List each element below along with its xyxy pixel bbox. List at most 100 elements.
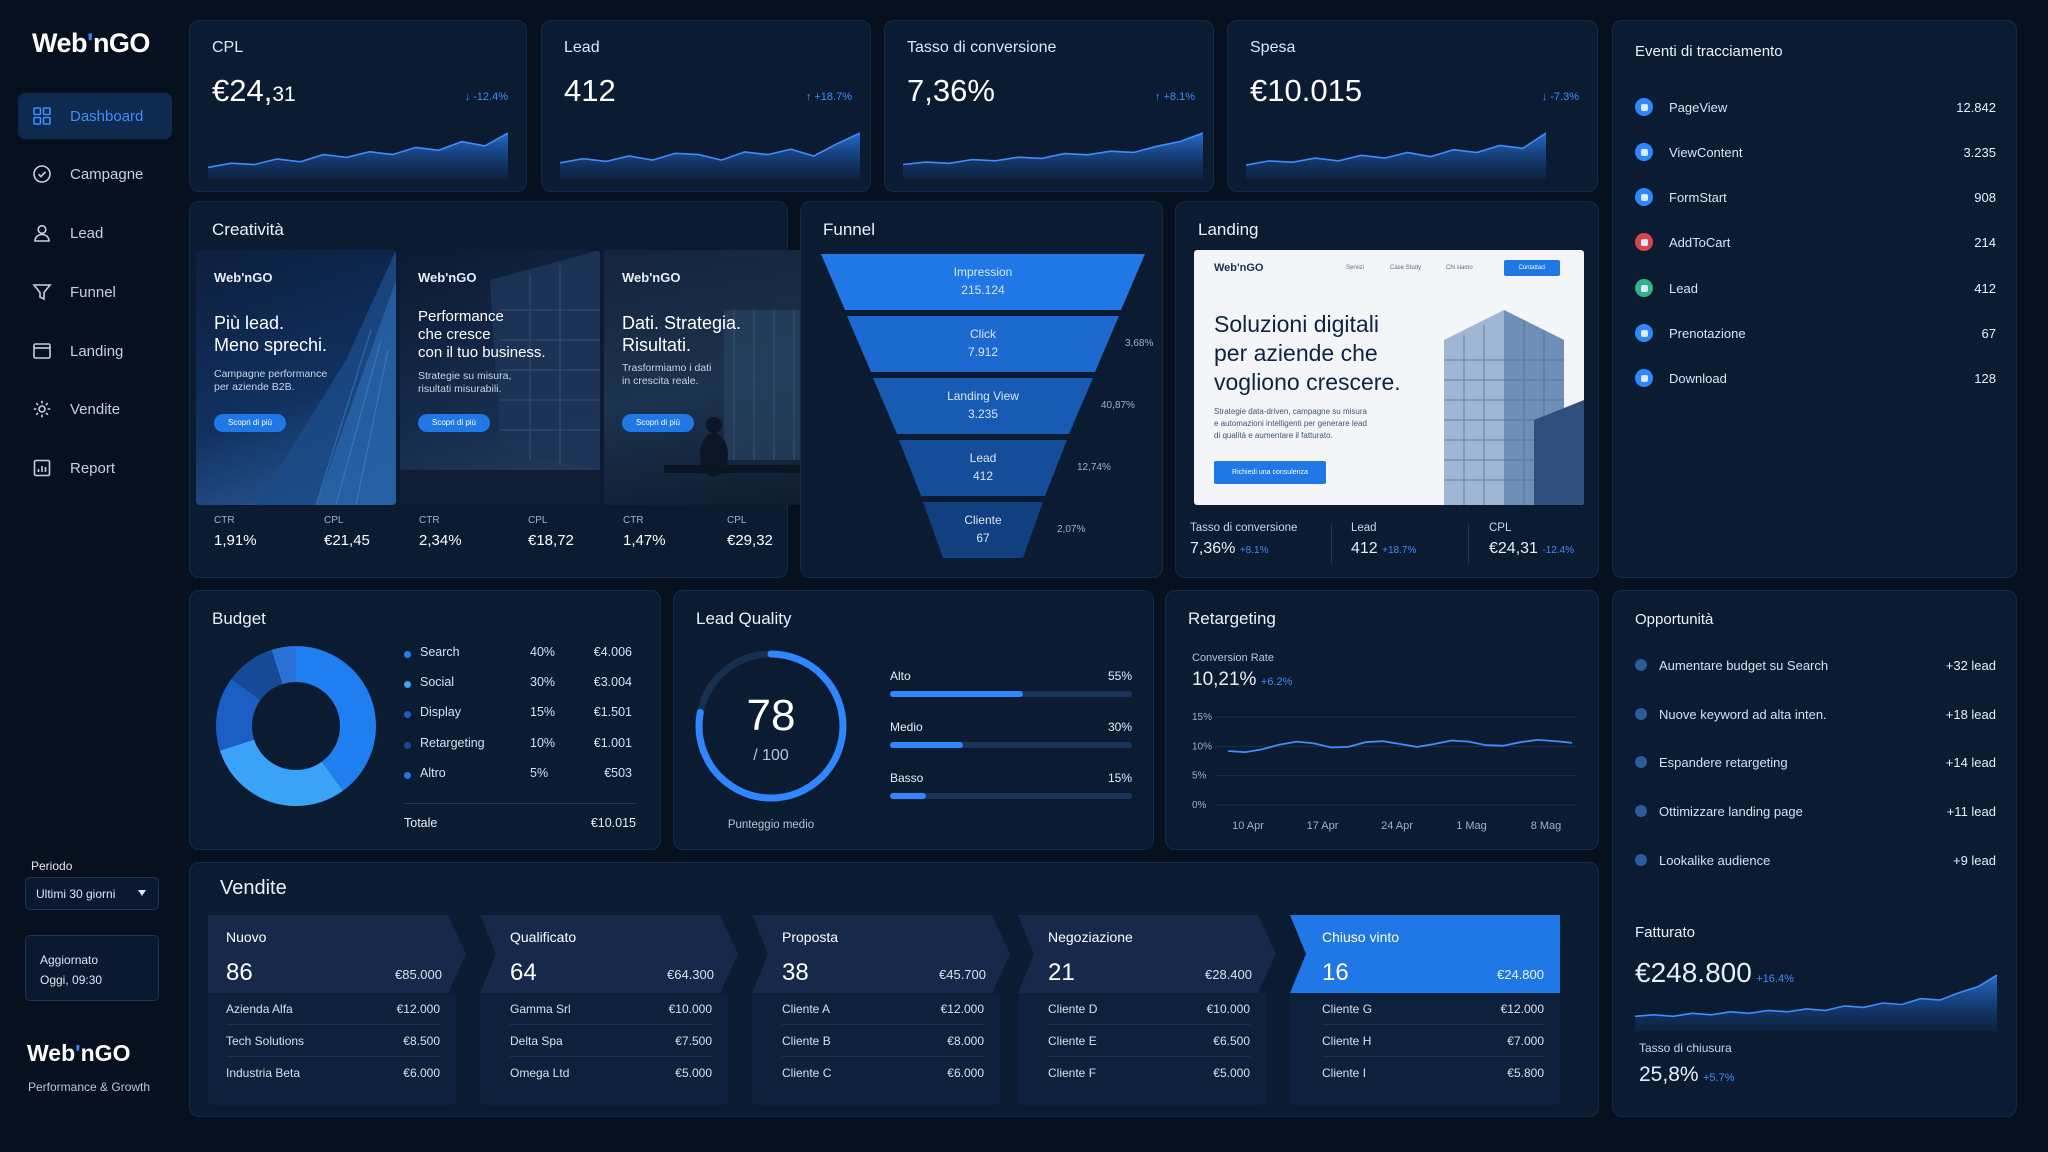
deal-row[interactable]: Cliente E €6.500 bbox=[1048, 1025, 1250, 1057]
event-name: Lead bbox=[1669, 280, 1698, 296]
panel-title: Opportunità bbox=[1635, 611, 1714, 628]
last-updated-card: Aggiornato Oggi, 09:30 bbox=[25, 935, 159, 1001]
event-row[interactable]: ViewContent 3.235 bbox=[1635, 140, 1996, 164]
kpi-value: 7,36% bbox=[907, 73, 995, 108]
event-count: 128 bbox=[1974, 370, 1996, 386]
kpi-card-conversion[interactable]: Tasso di conversione 7,36% ↑ +8.1% bbox=[884, 20, 1214, 192]
ad-subtext: Strategie su misura, risultati misurabili… bbox=[418, 370, 512, 395]
event-row[interactable]: Download 128 bbox=[1635, 366, 1996, 390]
landing-cta-button[interactable]: Richiedi una consulenza bbox=[1214, 461, 1326, 484]
bullet-icon bbox=[1635, 805, 1647, 817]
landing-nav-item[interactable]: Chi siamo bbox=[1446, 265, 1473, 271]
event-row[interactable]: PageView 12.842 bbox=[1635, 95, 1996, 119]
sidebar-item-label: Report bbox=[70, 459, 116, 477]
brand-tagline: Performance & Growth bbox=[28, 1080, 151, 1094]
bullet-icon bbox=[1635, 708, 1647, 720]
viewcontent-icon bbox=[1635, 143, 1653, 161]
funnel-rate: 2,07% bbox=[1057, 524, 1086, 535]
landing-nav-cta[interactable]: Contattaci bbox=[1504, 260, 1560, 276]
bullet-icon bbox=[1635, 659, 1647, 671]
deal-row[interactable]: Omega Ltd €5.000 bbox=[510, 1066, 712, 1080]
ad-headline: Più lead. Meno sprechi. bbox=[214, 313, 328, 355]
event-name: AddToCart bbox=[1669, 234, 1731, 250]
period-select[interactable]: Ultimi 30 giorni bbox=[25, 877, 159, 910]
deal-row[interactable]: Gamma Srl €10.000 bbox=[510, 993, 712, 1025]
check-circle-icon bbox=[33, 165, 51, 183]
sidebar-item-report[interactable]: Report bbox=[18, 445, 172, 491]
deal-row[interactable]: Cliente B €8.000 bbox=[782, 1025, 984, 1057]
sidebar-item-vendite[interactable]: Vendite bbox=[18, 386, 172, 432]
opportunity-item[interactable]: Nuove keyword ad alta inten. +18 lead bbox=[1635, 703, 1996, 725]
opportunity-item[interactable]: Espandere retargeting +14 lead bbox=[1635, 751, 1996, 773]
landing-nav-item[interactable]: Case Study bbox=[1390, 265, 1422, 271]
landing-nav-item[interactable]: Servizi bbox=[1346, 265, 1365, 271]
deal-row[interactable]: Cliente F €5.000 bbox=[1048, 1066, 1250, 1080]
deal-row[interactable]: Cliente H €7.000 bbox=[1322, 1025, 1544, 1057]
sales-stage-proposta[interactable]: Proposta 38 €45.700 Cliente A €12.000 Cli… bbox=[752, 915, 1010, 1125]
ad-cta-button[interactable]: Scopri di più bbox=[418, 414, 490, 432]
ad-creative-3[interactable]: Web'nGO Dati. Strategia. Risultati. Trasf… bbox=[604, 250, 804, 505]
event-row[interactable]: Prenotazione 67 bbox=[1635, 321, 1996, 345]
kpi-card-lead[interactable]: Lead 412 ↑ +18.7% bbox=[541, 20, 871, 192]
quality-bar-fill bbox=[890, 691, 1024, 697]
ad-cta-button[interactable]: Scopri di più bbox=[622, 414, 694, 432]
funnel-panel: Funnel Impression 215.124 Click 7.912 Land… bbox=[800, 201, 1163, 578]
deal-row[interactable]: Cliente D €10.000 bbox=[1048, 993, 1250, 1025]
divider bbox=[1468, 524, 1469, 564]
deal-row[interactable]: Cliente G €12.000 bbox=[1322, 993, 1544, 1025]
ad-subtext: Campagne performance per aziende B2B. bbox=[214, 368, 328, 393]
deal-row[interactable]: Azienda Alfa €12.000 bbox=[226, 993, 440, 1025]
funnel-step-lead bbox=[899, 440, 1067, 496]
ad-cta-button[interactable]: Scopri di più bbox=[214, 414, 286, 432]
stage-name: Chiuso vinto bbox=[1322, 929, 1400, 945]
event-name: PageView bbox=[1669, 99, 1728, 115]
event-row[interactable]: AddToCart 214 bbox=[1635, 230, 1996, 254]
sidebar-item-dashboard[interactable]: Dashboard bbox=[18, 93, 172, 139]
ad-1-ctr: CTR 1,91% bbox=[214, 515, 257, 549]
gear-icon bbox=[33, 400, 51, 418]
deal-row[interactable]: Delta Spa €7.500 bbox=[510, 1025, 712, 1057]
event-row[interactable]: Lead 412 bbox=[1635, 276, 1996, 300]
stage-rows: Gamma Srl €10.000 Delta Spa €7.500 Omega L… bbox=[480, 993, 728, 1105]
stage-name: Nuovo bbox=[226, 929, 267, 945]
sidebar-item-funnel[interactable]: Funnel bbox=[18, 269, 172, 315]
sidebar-item-landing[interactable]: Landing bbox=[18, 328, 172, 374]
opportunity-item[interactable]: Ottimizzare landing page +11 lead bbox=[1635, 800, 1996, 822]
y-tick-label: 5% bbox=[1192, 771, 1207, 782]
landing-stat-conversion: Tasso di conversione 7,36% +8.1% bbox=[1190, 522, 1298, 557]
deal-row[interactable]: Industria Beta €6.000 bbox=[226, 1066, 440, 1080]
funnel-rate: 12,74% bbox=[1077, 462, 1111, 473]
panel-title: Eventi di tracciamento bbox=[1635, 43, 1783, 60]
brand-logo[interactable]: Web'nGO bbox=[32, 28, 150, 58]
legend-dot bbox=[404, 681, 411, 688]
sales-stage-chiuso-vinto[interactable]: Chiuso vinto 16 €24.800 Cliente G €12.000… bbox=[1290, 915, 1560, 1125]
sidebar-item-campagne[interactable]: Campagne bbox=[18, 151, 172, 197]
deal-row[interactable]: Cliente A €12.000 bbox=[782, 993, 984, 1025]
legend-dot bbox=[404, 651, 411, 658]
sales-stage-negoziazione[interactable]: Negoziazione 21 €28.400 Cliente D €10.000… bbox=[1018, 915, 1276, 1125]
event-name: ViewContent bbox=[1669, 144, 1743, 160]
sidebar-item-lead[interactable]: Lead bbox=[18, 210, 172, 256]
deal-row[interactable]: Cliente C €6.000 bbox=[782, 1066, 984, 1080]
deal-row[interactable]: Tech Solutions €8.500 bbox=[226, 1025, 440, 1057]
sales-stage-qualificato[interactable]: Qualificato 64 €64.300 Gamma Srl €10.000 … bbox=[480, 915, 738, 1125]
opportunity-item[interactable]: Lookalike audience +9 lead bbox=[1635, 849, 1996, 871]
updated-value: Oggi, 09:30 bbox=[40, 973, 103, 987]
sales-stage-nuovo[interactable]: Nuovo 86 €85.000 Azienda Alfa €12.000 Tec… bbox=[208, 915, 466, 1125]
opportunity-item[interactable]: Aumentare budget su Search +32 lead bbox=[1635, 654, 1996, 676]
building-image bbox=[400, 250, 600, 505]
x-tick-label: 24 Apr bbox=[1381, 820, 1413, 832]
ad-creative-2[interactable]: Web'nGO Performance che cresce con il tuo … bbox=[400, 250, 600, 505]
stage-amount: €28.400 bbox=[1205, 967, 1252, 982]
event-count: 3.235 bbox=[1963, 144, 1996, 160]
event-row[interactable]: FormStart 908 bbox=[1635, 185, 1996, 209]
kpi-card-spesa[interactable]: Spesa €10.015 ↓ -7.3% bbox=[1227, 20, 1598, 192]
budget-total-value: €10.015 bbox=[590, 816, 636, 830]
ad-subtext: Trasformiamo i dati in crescita reale. bbox=[622, 362, 712, 387]
landing-preview[interactable]: Web'nGO Servizi Case Study Chi siamo Con… bbox=[1194, 250, 1584, 505]
deal-row[interactable]: Cliente I €5.800 bbox=[1322, 1066, 1544, 1080]
landing-stat-cpl: CPL €24,31 -12.4% bbox=[1489, 522, 1575, 557]
browser-icon bbox=[33, 343, 51, 359]
ad-creative-1[interactable]: Web'nGO Più lead. Meno sprechi. Campagne … bbox=[196, 250, 396, 505]
kpi-card-cpl[interactable]: CPL €24,31 ↓ -12.4% bbox=[189, 20, 527, 192]
